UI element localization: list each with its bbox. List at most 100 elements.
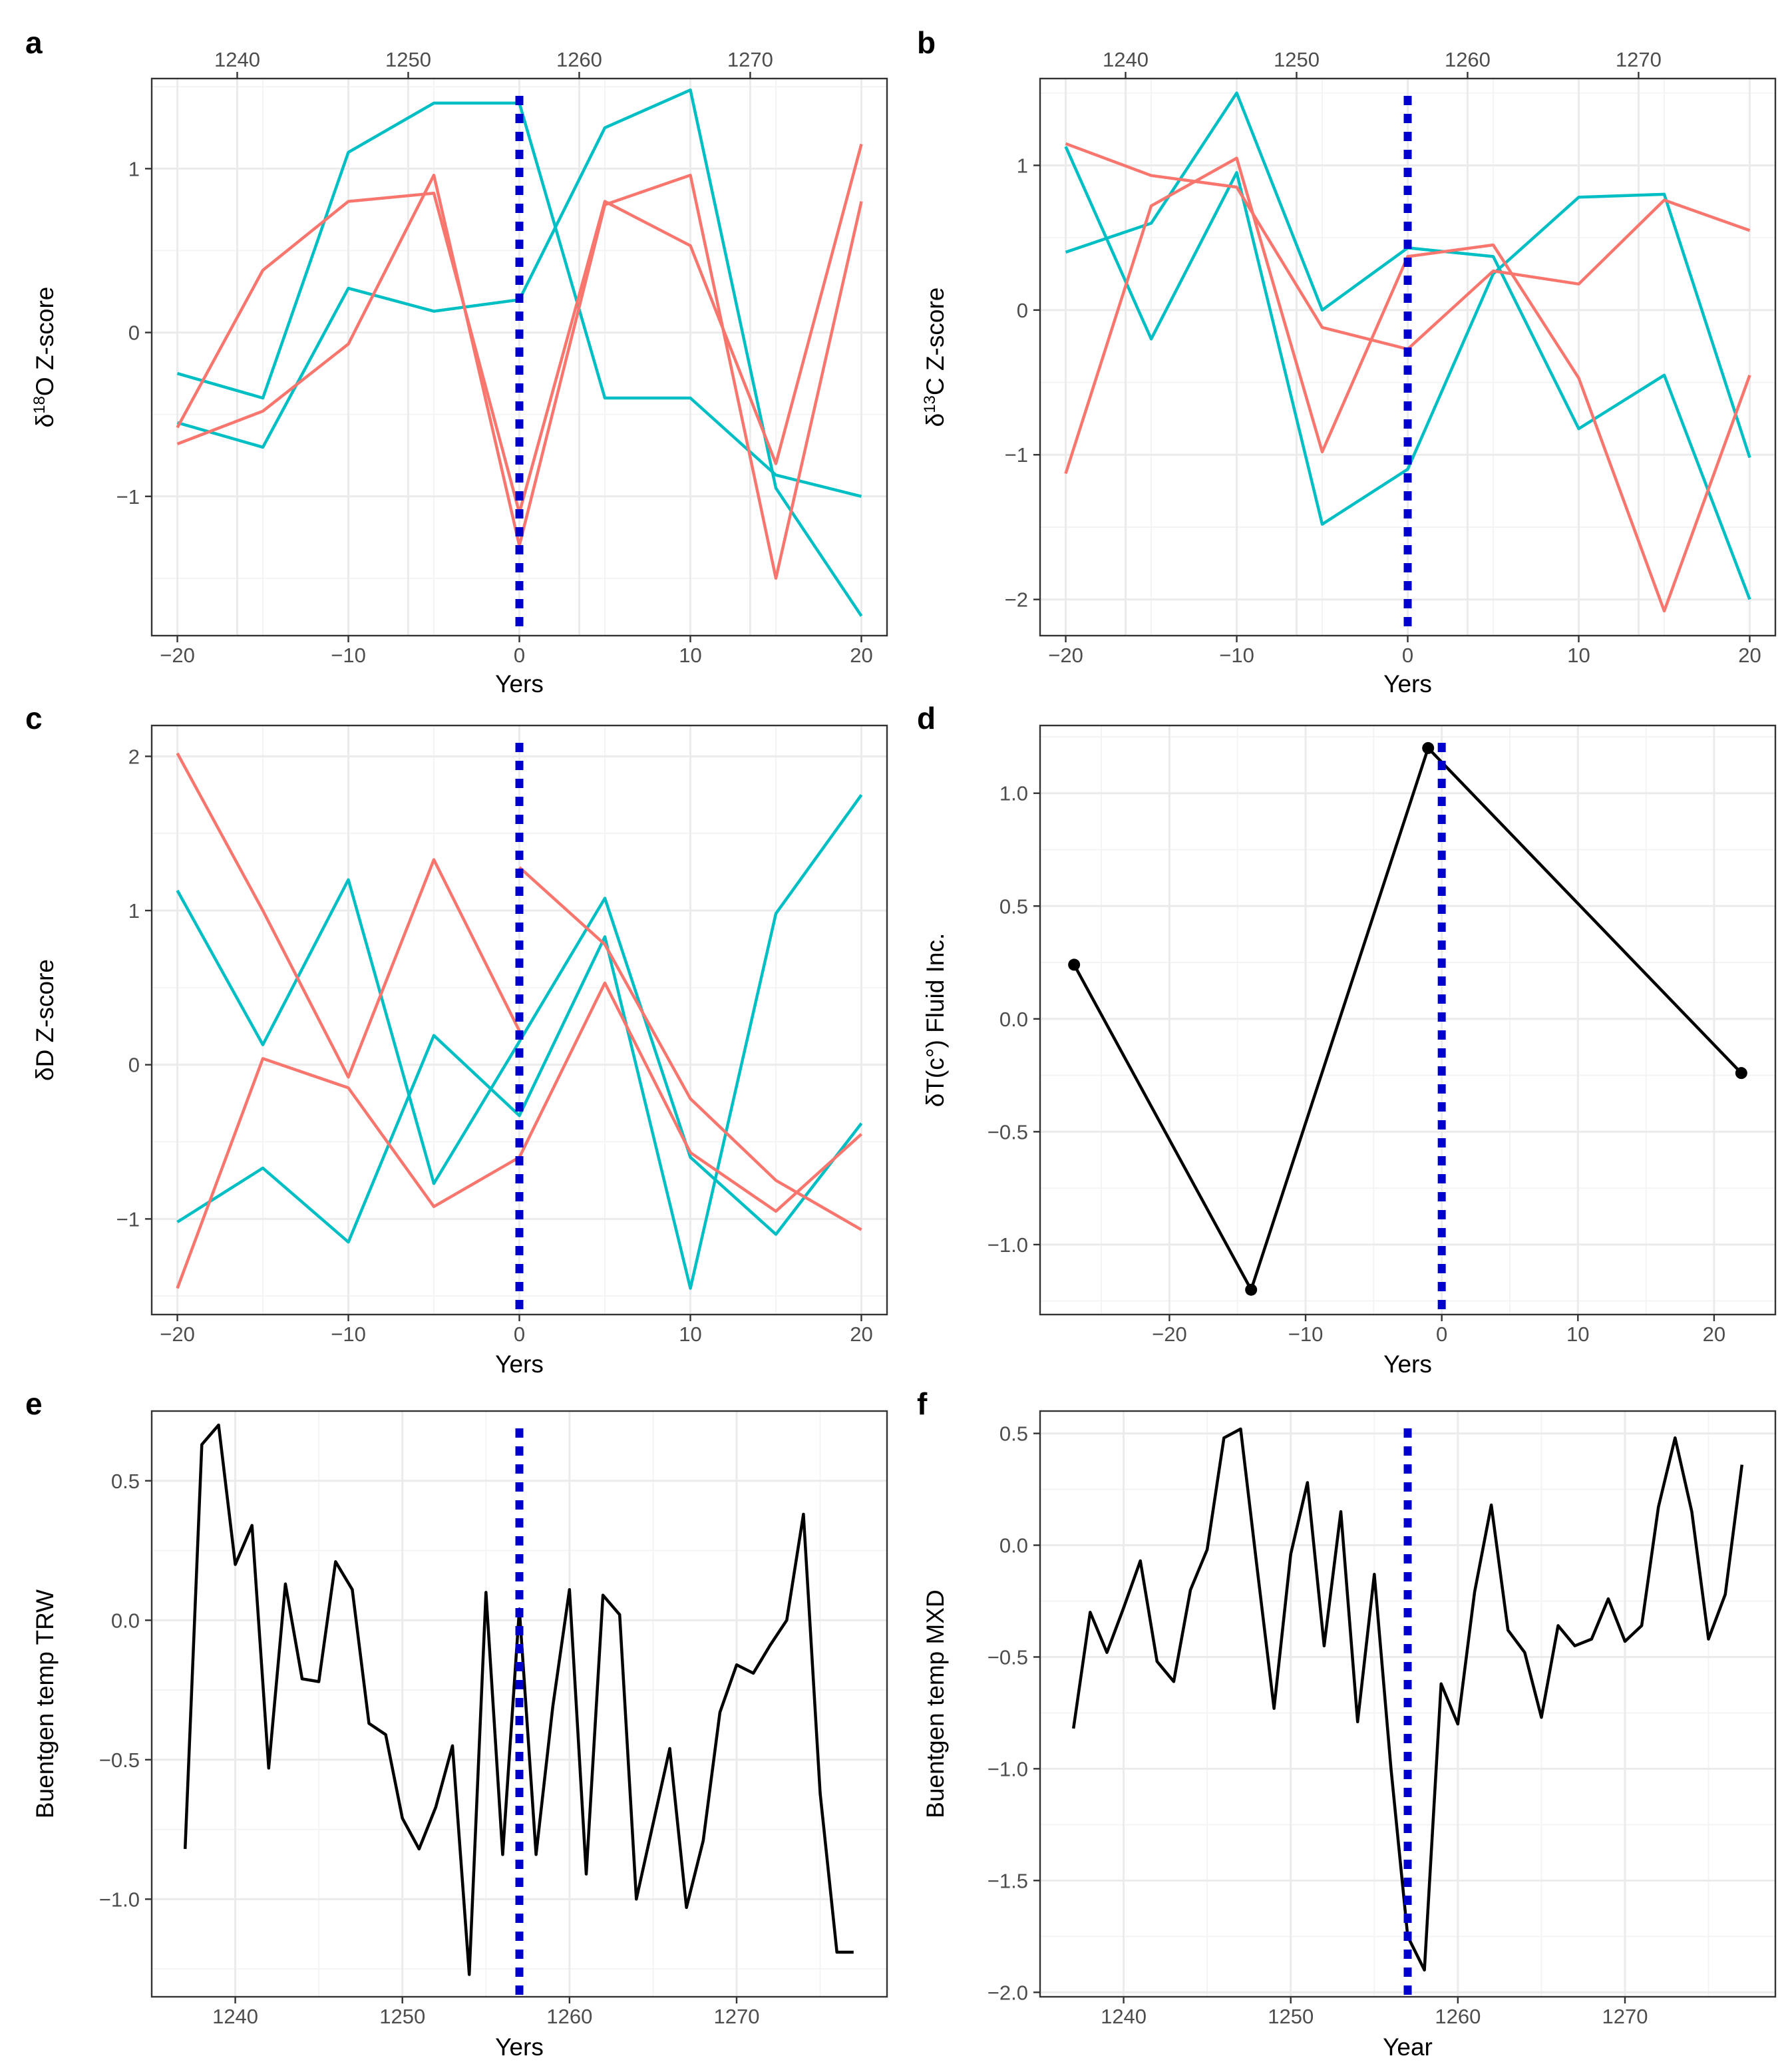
panel-letter: c <box>25 701 43 735</box>
y-tick-label: 0.5 <box>111 1470 140 1493</box>
series-line-teal-2 <box>1064 146 1751 526</box>
x-tick-label: −20 <box>1152 1323 1187 1346</box>
y-tick-label: −0.5 <box>99 1749 140 1772</box>
y-axis-title: δ13C Z-score <box>921 288 950 427</box>
x-tick-label: 0 <box>1402 644 1413 667</box>
x-axis-title: Yers <box>1383 670 1432 698</box>
y-tick-label: 1.0 <box>999 782 1028 805</box>
y-tick-label: 0.5 <box>999 1422 1028 1446</box>
y-tick-label: −0.5 <box>987 1645 1028 1669</box>
panel-border <box>1039 724 1777 1316</box>
y-axis-title: Buentgen temp MXD <box>922 1589 949 1818</box>
panel-letter: e <box>25 1386 43 1421</box>
y-tick-label: 0 <box>128 321 140 345</box>
data-point <box>1245 1283 1258 1296</box>
x-tick-label: 10 <box>679 1323 701 1346</box>
top-x-tick-label: 1250 <box>385 48 431 71</box>
top-x-tick-label: 1260 <box>1445 48 1491 71</box>
panel-d: −20 −10 0 10 20 −1.0 −0.5 0.0 0.5 1.0 Yers δT(c°) F… <box>917 701 1777 1378</box>
series-line-red-3 <box>518 866 862 1231</box>
y-axis-title: δ18O Z-score <box>31 287 59 428</box>
y-tick-label: 0.0 <box>999 1008 1028 1031</box>
y-tick-label: −1.5 <box>987 1869 1028 1892</box>
x-tick-label: 0 <box>1436 1323 1447 1346</box>
x-tick-label: 1260 <box>1435 2005 1481 2028</box>
x-tick-label: 20 <box>850 644 872 667</box>
x-tick-label: 1250 <box>1268 2005 1314 2028</box>
y-tick-label: −1 <box>116 1207 140 1231</box>
data-point <box>1735 1067 1747 1080</box>
panel-e: 1240 1250 1260 1270 −1.0 −0.5 0.0 0.5 Yers Buentg… <box>25 1386 888 2061</box>
panel-f: 1240 1250 1260 1270 −2.0 −1.5 −1.0 −0.5 0.0 0.5 Ye… <box>917 1386 1777 2061</box>
x-tick-label: −20 <box>160 644 195 667</box>
x-axis-title: Yers <box>1383 1350 1432 1378</box>
y-tick-label: 1 <box>128 157 140 180</box>
x-tick-label: 1250 <box>379 2005 425 2028</box>
top-x-tick-label: 1240 <box>214 48 260 71</box>
x-tick-label: 1270 <box>1602 2005 1648 2028</box>
x-tick-label: 0 <box>514 1323 525 1346</box>
y-axis-title: Buentgen temp TRW <box>31 1589 59 1818</box>
y-tick-label: −2 <box>1005 588 1028 612</box>
top-x-tick-label: 1270 <box>1616 48 1662 71</box>
y-tick-label: −2.0 <box>987 1981 1028 2004</box>
y-tick-label: 0 <box>1017 299 1028 322</box>
x-tick-label: −10 <box>1219 644 1254 667</box>
series-line-teal-2 <box>176 793 863 1290</box>
y-tick-label: 0.0 <box>999 1534 1028 1557</box>
y-tick-label: −1 <box>1005 443 1028 467</box>
x-tick-label: 10 <box>1566 1323 1589 1346</box>
x-tick-label: −20 <box>160 1323 195 1346</box>
x-tick-label: 1260 <box>546 2005 592 2028</box>
x-tick-label: 10 <box>679 644 701 667</box>
x-axis-title: Year <box>1383 2033 1433 2061</box>
x-tick-label: 1240 <box>1101 2005 1147 2028</box>
y-axis-title: δT(c°) Fluid Inc. <box>922 933 949 1108</box>
top-x-tick-label: 1250 <box>1274 48 1320 71</box>
top-x-tick-label: 1260 <box>556 48 602 71</box>
y-tick-label: 0 <box>128 1054 140 1077</box>
x-tick-label: −20 <box>1048 644 1083 667</box>
series-line-red-1 <box>176 752 521 1079</box>
x-tick-label: 20 <box>1703 1323 1725 1346</box>
y-tick-label: −1.0 <box>99 1888 140 1911</box>
top-x-tick-label: 1240 <box>1103 48 1149 71</box>
y-tick-label: −1 <box>116 485 140 509</box>
panel-letter: b <box>917 25 936 60</box>
series-line-red-2 <box>1064 156 1751 613</box>
panel-letter: a <box>25 25 43 60</box>
panel-border <box>1039 1410 1777 1998</box>
x-tick-label: 0 <box>514 644 525 667</box>
series-line-teal-1 <box>176 878 863 1236</box>
x-tick-label: −10 <box>1288 1323 1324 1346</box>
y-tick-label: 2 <box>128 745 140 768</box>
x-tick-label: 1240 <box>212 2005 258 2028</box>
y-tick-label: 1 <box>128 899 140 923</box>
y-tick-label: 0.5 <box>999 895 1028 918</box>
panel-letter: f <box>917 1386 928 1421</box>
series-line-fluid-inclusion <box>1073 746 1743 1291</box>
x-tick-label: −10 <box>331 644 366 667</box>
y-tick-label: −0.5 <box>987 1120 1028 1143</box>
panel-letter: d <box>917 701 936 735</box>
y-axis-title: δD Z-score <box>31 959 59 1081</box>
x-tick-label: 20 <box>1738 644 1761 667</box>
y-tick-label: 0.0 <box>111 1609 140 1632</box>
y-tick-label: −1.0 <box>987 1233 1028 1257</box>
x-axis-title: Yers <box>495 2033 544 2061</box>
x-axis-title: Yers <box>495 670 544 698</box>
x-tick-label: 1270 <box>713 2005 759 2028</box>
x-tick-label: 10 <box>1567 644 1590 667</box>
x-tick-label: 20 <box>850 1323 872 1346</box>
x-axis-title: Yers <box>495 1350 544 1378</box>
y-tick-label: −1.0 <box>987 1757 1028 1780</box>
panel-border <box>150 1410 888 1998</box>
data-point <box>1422 741 1435 754</box>
data-point <box>1068 958 1081 971</box>
x-tick-label: −10 <box>331 1323 366 1346</box>
y-tick-label: 1 <box>1017 154 1028 177</box>
